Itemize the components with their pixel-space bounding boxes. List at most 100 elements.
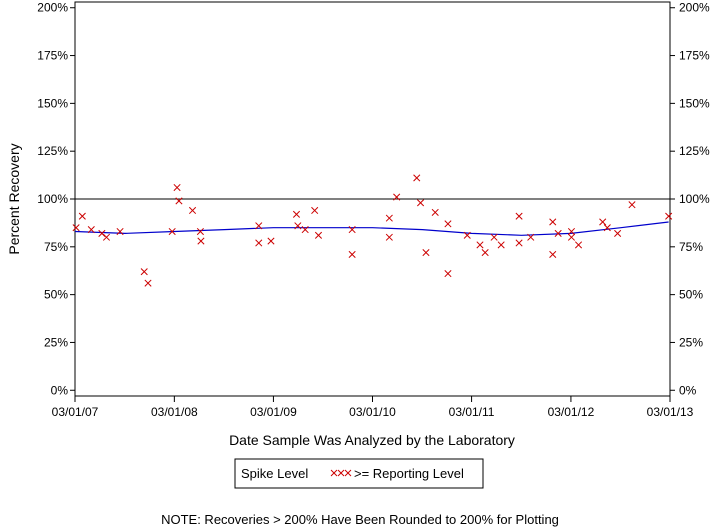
legend-box xyxy=(234,458,484,489)
data-point xyxy=(196,227,204,236)
y-tick-label-right: 75% xyxy=(679,240,703,254)
data-point xyxy=(603,224,611,232)
data-point xyxy=(255,239,263,247)
data-point-stroke xyxy=(614,229,622,237)
data-point-stroke xyxy=(527,233,535,241)
data-point-stroke xyxy=(413,174,421,182)
data-point xyxy=(78,212,86,220)
data-point xyxy=(197,237,205,245)
data-point-stroke xyxy=(515,239,523,247)
data-point xyxy=(497,241,505,249)
spike-level-trend-line xyxy=(74,221,669,236)
x-tick-label: 03/01/10 xyxy=(349,405,396,419)
data-point xyxy=(393,193,401,201)
y-axis-right: 0% 25% 50% 75% 100% 125% 150% 175% 200% xyxy=(670,1,710,397)
data-point xyxy=(116,227,124,236)
data-point xyxy=(413,174,421,182)
data-point xyxy=(549,218,557,226)
data-point-stroke xyxy=(431,208,439,216)
y-tick-label-left: 200% xyxy=(37,1,68,15)
y-tick-label-left: 50% xyxy=(44,288,68,302)
data-point-stroke xyxy=(385,214,393,222)
data-point-stroke xyxy=(476,241,484,249)
x-tick-label: 03/01/11 xyxy=(449,405,495,419)
data-point xyxy=(567,227,576,236)
data-point xyxy=(554,229,562,237)
y-axis-title: Percent Recovery xyxy=(6,143,22,254)
data-point xyxy=(444,270,452,278)
legend-x-marker xyxy=(330,469,338,477)
data-point xyxy=(422,248,430,257)
data-point xyxy=(385,214,393,222)
y-tick-label-left: 100% xyxy=(37,192,68,206)
y-tick-label-left: 150% xyxy=(37,96,68,110)
data-point xyxy=(294,222,302,230)
data-point xyxy=(416,199,425,207)
data-point-stroke xyxy=(188,206,197,215)
y-tick-label-right: 50% xyxy=(679,288,703,302)
data-point xyxy=(463,231,471,239)
y-tick-label-left: 0% xyxy=(51,383,69,397)
y-tick-label-right: 0% xyxy=(679,383,697,397)
data-point-stroke xyxy=(393,193,401,201)
data-point-stroke xyxy=(444,270,452,278)
x-tick-label: 03/01/12 xyxy=(548,405,595,419)
data-point-stroke xyxy=(292,210,301,218)
data-point xyxy=(614,229,622,237)
data-point-stroke xyxy=(102,233,111,241)
data-point xyxy=(348,226,356,234)
data-point-stroke xyxy=(567,227,576,236)
data-point-stroke xyxy=(348,226,356,234)
data-point-stroke xyxy=(603,224,611,232)
data-point-stroke xyxy=(144,279,152,287)
y-tick-label-right: 100% xyxy=(679,192,710,206)
data-point-stroke xyxy=(140,268,148,276)
y-tick-label-left: 75% xyxy=(44,240,68,254)
data-point-stroke xyxy=(385,233,393,241)
y-tick-label-left: 25% xyxy=(44,335,68,349)
y-tick-label-right: 25% xyxy=(679,335,703,349)
y-tick-label-right: 200% xyxy=(679,1,710,15)
data-point-stroke xyxy=(416,199,425,207)
data-point xyxy=(515,239,523,247)
data-point xyxy=(567,233,576,241)
data-point xyxy=(173,183,181,192)
footnote: NOTE: Recoveries > 200% Have Been Rounde… xyxy=(161,512,559,527)
data-point-stroke xyxy=(98,229,106,237)
data-point xyxy=(267,237,275,245)
legend-label-spike-level: Spike Level xyxy=(241,466,308,481)
data-point-stroke xyxy=(294,222,302,230)
data-point xyxy=(140,268,148,276)
data-point-stroke xyxy=(175,197,183,205)
data-point-stroke xyxy=(567,233,576,241)
data-point-stroke xyxy=(549,218,557,226)
legend-x-stroke xyxy=(337,469,345,477)
data-point xyxy=(385,233,393,241)
data-point xyxy=(628,201,636,209)
data-point-stroke xyxy=(554,229,562,237)
legend-x-marker xyxy=(344,469,352,477)
data-point-stroke xyxy=(173,183,181,192)
data-point-stroke xyxy=(422,248,430,257)
legend-marker-xxx xyxy=(330,469,352,477)
data-point xyxy=(549,250,557,259)
data-point-stroke xyxy=(599,218,607,226)
data-point xyxy=(72,224,80,232)
data-point xyxy=(515,212,523,220)
data-point xyxy=(188,206,197,215)
legend-x-stroke xyxy=(330,469,338,477)
data-point xyxy=(98,229,106,237)
data-point-stroke xyxy=(665,212,673,220)
data-point-stroke xyxy=(490,233,498,241)
data-point xyxy=(527,233,535,241)
x-tick-label: 03/01/07 xyxy=(52,405,99,419)
data-point-stroke xyxy=(87,226,95,234)
data-point-stroke xyxy=(515,212,523,220)
data-point xyxy=(255,222,263,230)
data-point xyxy=(144,279,152,287)
y-tick-label-left: 125% xyxy=(37,144,68,158)
data-point-stroke xyxy=(497,241,505,249)
x-tick-label: 03/01/13 xyxy=(647,405,694,419)
reporting-level-points xyxy=(72,174,673,287)
data-point-stroke xyxy=(196,227,204,236)
